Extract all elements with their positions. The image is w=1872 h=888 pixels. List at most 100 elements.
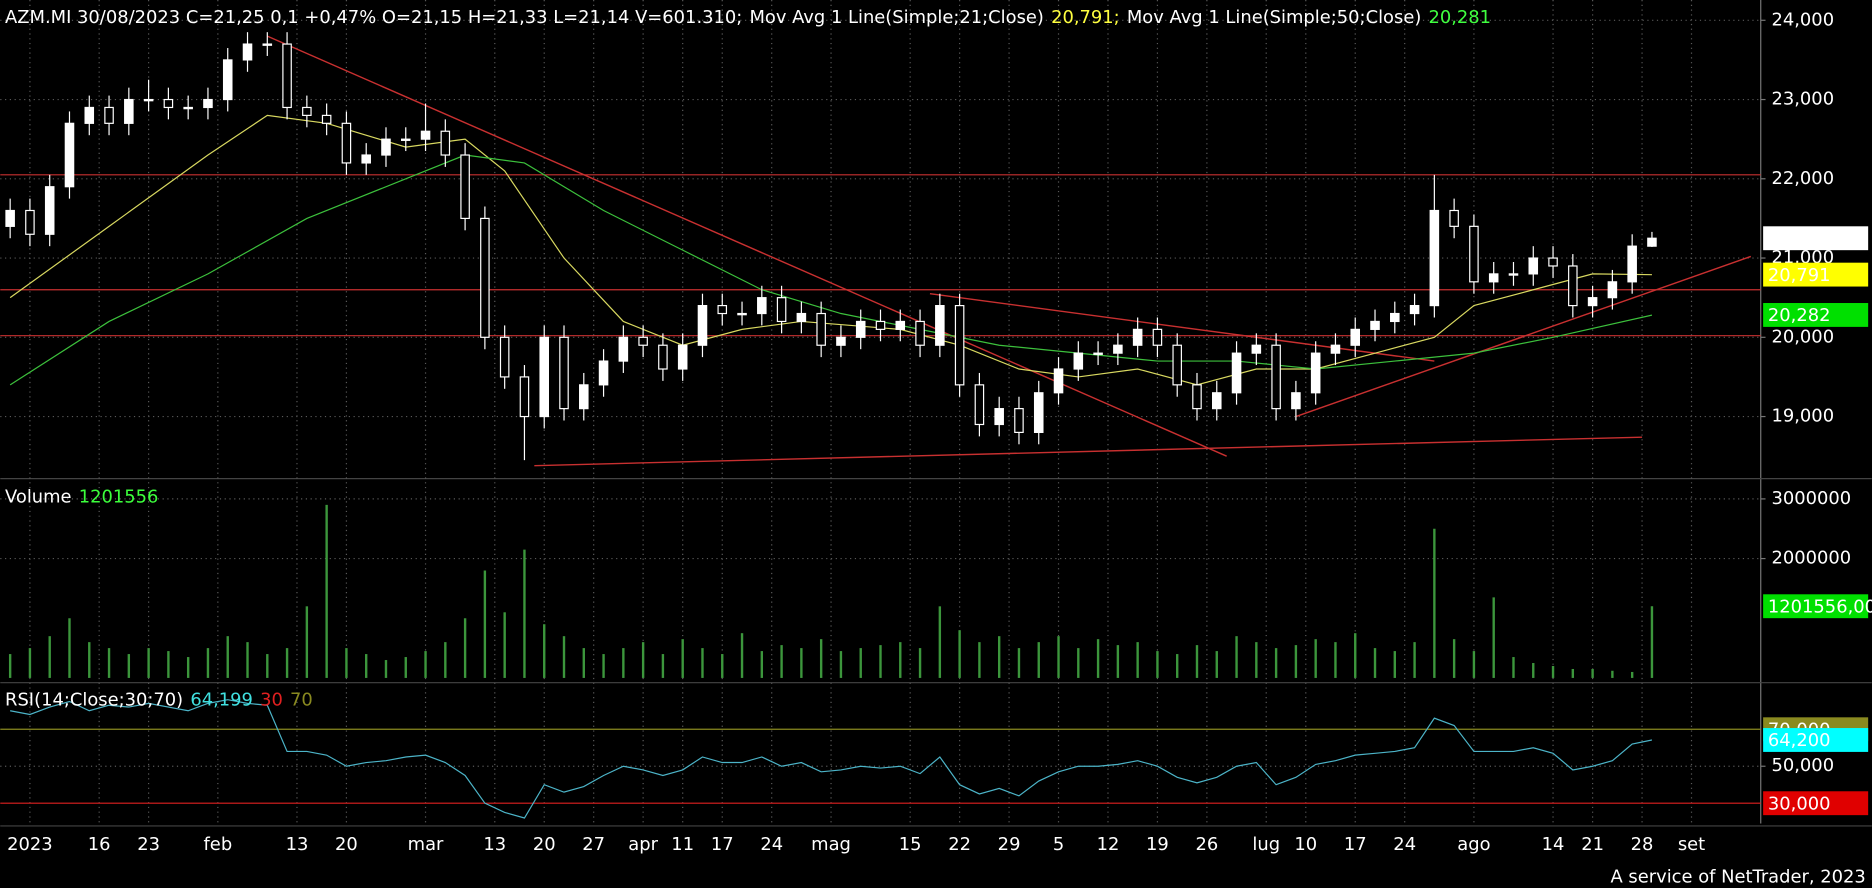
candle-body xyxy=(400,138,411,141)
volume-bar xyxy=(483,570,487,678)
volume-bar xyxy=(800,648,803,678)
label-layer: 2023 16 23 feb 13 20 mar 13 20 27 apr 11 17 24 mag 15 22… xyxy=(5,7,1872,855)
candle-body xyxy=(321,114,332,124)
x-tick-label: 10 xyxy=(1294,834,1317,855)
x-tick-label: feb xyxy=(204,834,233,855)
volume-bar xyxy=(1611,670,1614,678)
volume-bar xyxy=(543,624,546,678)
candle-body xyxy=(64,122,75,188)
volume-bar xyxy=(958,630,961,678)
candle-body xyxy=(1350,328,1361,346)
candle-body xyxy=(1607,281,1618,299)
volume-bar xyxy=(503,612,506,678)
candle-body xyxy=(1291,392,1301,410)
candle-body xyxy=(776,297,787,323)
candle-body xyxy=(915,320,925,346)
candle-body xyxy=(717,305,728,315)
volume-bar xyxy=(48,636,51,678)
candle-body xyxy=(1330,344,1341,354)
x-tick-label: 28 xyxy=(1631,834,1654,855)
volume-bar xyxy=(1215,651,1218,678)
candle-body xyxy=(1073,352,1084,370)
x-tick-label: lug xyxy=(1252,834,1280,855)
x-tick-label: 5 xyxy=(1053,834,1064,855)
value-box-label: 21,250 xyxy=(1768,228,1831,249)
candle-body xyxy=(974,384,985,426)
x-tick-label: apr xyxy=(628,834,658,855)
candle-body xyxy=(1429,209,1440,307)
volume-bar xyxy=(839,651,843,678)
volume-bar xyxy=(681,639,684,678)
volume-bar xyxy=(285,648,289,678)
volume-bar xyxy=(167,651,170,678)
volume-bar xyxy=(68,618,71,678)
volume-bar xyxy=(1195,645,1199,678)
candle-body xyxy=(697,305,708,346)
volume-bar xyxy=(1413,642,1416,678)
volume-bar xyxy=(1274,648,1278,678)
volume-bar xyxy=(859,648,862,678)
volume-bar xyxy=(127,654,131,678)
x-tick-label: 24 xyxy=(1393,834,1416,855)
x-tick-label: 26 xyxy=(1195,834,1218,855)
candle-body xyxy=(262,43,273,46)
volume-bar xyxy=(819,639,823,678)
volume-bar xyxy=(1630,671,1634,678)
candle-body xyxy=(1132,328,1143,346)
volume-bar xyxy=(1393,651,1396,678)
candle-body xyxy=(341,122,352,164)
candle-body xyxy=(895,320,906,330)
candle-body xyxy=(124,98,134,124)
candle-body xyxy=(836,336,846,346)
candle-body xyxy=(519,376,530,418)
legend-name: Mov Avg 1 Line(Simple;21;Close) xyxy=(749,7,1043,28)
value-box-label: 64,200 xyxy=(1768,730,1831,751)
candle-body xyxy=(84,106,95,124)
candle-body xyxy=(104,106,114,124)
volume-bar xyxy=(1472,651,1476,678)
legend-value: 20,281 xyxy=(1428,7,1491,28)
x-tick-label: 19 xyxy=(1146,834,1169,855)
candle-body xyxy=(163,98,174,109)
volume-bar xyxy=(1255,642,1258,678)
y-tick-label: 24,000 xyxy=(1771,9,1834,30)
grid-layer xyxy=(0,0,1766,824)
rsi-line xyxy=(10,699,1653,819)
candle-body xyxy=(242,43,253,61)
volume-bar xyxy=(721,654,724,678)
candle-body xyxy=(183,106,193,110)
volume-bar xyxy=(1650,606,1654,678)
volume-bar xyxy=(1433,528,1436,678)
candle-body xyxy=(1251,344,1262,354)
volume-bar xyxy=(463,618,467,678)
volume-bar xyxy=(88,642,91,678)
volume-bar xyxy=(661,654,665,678)
volume-bar xyxy=(641,642,645,678)
candle-body xyxy=(737,312,747,316)
candle-body xyxy=(559,336,569,410)
candle-body xyxy=(658,344,668,370)
value-box xyxy=(1763,594,1869,619)
candle-body xyxy=(1449,209,1459,227)
candle-body xyxy=(1488,273,1499,283)
volume-bar xyxy=(938,606,942,678)
volume-bar xyxy=(740,633,744,678)
candle-body xyxy=(499,336,510,378)
candle-body xyxy=(1508,273,1519,276)
candle-body xyxy=(1647,237,1657,247)
trendline xyxy=(929,292,1435,362)
volume-bar xyxy=(602,654,605,678)
x-tick-label: 17 xyxy=(711,834,734,855)
candle-body xyxy=(816,312,826,346)
header-value: 64,199 xyxy=(190,690,253,711)
y-tick-label: 50,000 xyxy=(1771,755,1834,776)
legend-name: Mov Avg 1 Line(Simple;50;Close) xyxy=(1127,7,1421,28)
volume-bar xyxy=(760,651,764,678)
x-tick-label: 27 xyxy=(582,834,605,855)
candle-body xyxy=(282,43,292,109)
candle-body xyxy=(994,408,1004,426)
candle-body xyxy=(203,98,213,109)
y-tick-label: 20,000 xyxy=(1771,326,1834,347)
volume-bar xyxy=(365,654,368,678)
